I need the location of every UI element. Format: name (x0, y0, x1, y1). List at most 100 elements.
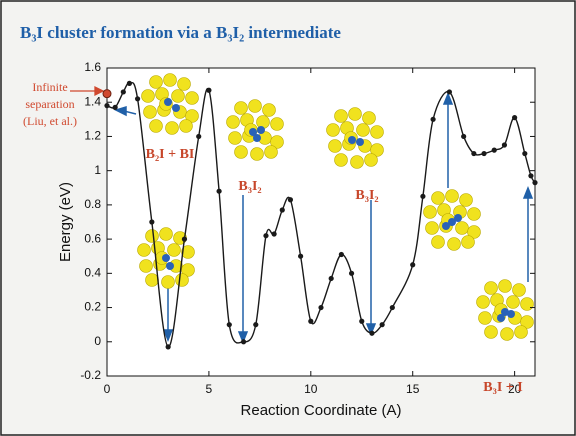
data-point (272, 231, 277, 236)
atom (164, 98, 172, 106)
atom (265, 146, 278, 159)
x-axis-label: Reaction Coordinate (A) (241, 402, 402, 419)
data-point (182, 237, 187, 242)
atom (172, 104, 180, 112)
atom (460, 194, 473, 207)
data-point (492, 148, 497, 153)
atom (485, 326, 498, 339)
data-point (253, 322, 258, 327)
atom (140, 260, 153, 273)
atom (235, 146, 248, 159)
atom (164, 74, 177, 87)
atom (172, 90, 185, 103)
data-point (227, 322, 232, 327)
data-point (410, 262, 415, 267)
atom (160, 228, 173, 241)
atom (168, 244, 181, 257)
atom (462, 236, 475, 249)
y-tick-label: 1 (94, 163, 101, 177)
data-point (502, 142, 507, 147)
data-point (288, 197, 293, 202)
page: {"chart_data": { "type": "line", "title"… (0, 0, 576, 436)
atom (263, 104, 276, 117)
atom (454, 214, 462, 222)
y-tick-label: 0 (94, 334, 101, 348)
atom (432, 192, 445, 205)
atom (365, 154, 378, 167)
data-point (308, 319, 313, 324)
data-point (166, 344, 171, 349)
data-point (121, 89, 126, 94)
atom (162, 254, 170, 262)
data-point (369, 331, 374, 336)
atom (186, 92, 199, 105)
x-tick-label: 15 (406, 382, 420, 396)
data-point (127, 81, 132, 86)
atom (327, 124, 340, 137)
data-point (329, 276, 334, 281)
data-point (430, 117, 435, 122)
atom (235, 102, 248, 115)
data-point (216, 189, 221, 194)
data-point (528, 173, 533, 178)
data-point (447, 89, 452, 94)
data-point (113, 105, 118, 110)
atom (521, 298, 534, 311)
atom (166, 122, 179, 135)
data-point (263, 233, 268, 238)
atom (446, 190, 459, 203)
atom (348, 136, 356, 144)
data-point (339, 252, 344, 257)
atom (335, 110, 348, 123)
y-tick-label: 1.4 (84, 94, 101, 108)
atom (257, 126, 265, 134)
state-label: B₂I + BI (146, 147, 195, 162)
reference-point (103, 90, 111, 98)
atom (477, 296, 490, 309)
atom (166, 262, 174, 270)
data-point (471, 151, 476, 156)
atom (271, 118, 284, 131)
chart-title: B₃I cluster formation via a B₃I₂ interme… (20, 23, 341, 42)
atom (497, 314, 505, 322)
state-label: B₃I₂ (355, 188, 378, 203)
data-point (390, 305, 395, 310)
atom (485, 282, 498, 295)
atom (356, 138, 364, 146)
atom (146, 230, 159, 243)
atom (176, 274, 189, 287)
data-point (298, 254, 303, 259)
data-point (280, 207, 285, 212)
atom (146, 274, 159, 287)
data-point (149, 219, 154, 224)
atom (150, 120, 163, 133)
atom (162, 276, 175, 289)
y-tick-label: 0.6 (84, 231, 101, 245)
y-axis-label: Energy (eV) (57, 182, 74, 262)
x-tick-label: 0 (104, 382, 111, 396)
reference-label: separation (25, 97, 74, 111)
atom (442, 222, 450, 230)
atom (335, 154, 348, 167)
x-tick-label: 5 (206, 382, 213, 396)
data-point (241, 339, 246, 344)
atom (251, 148, 264, 161)
data-point (359, 319, 364, 324)
atom (249, 100, 262, 113)
atom (432, 236, 445, 249)
y-tick-label: 0.8 (84, 197, 101, 211)
atom (229, 132, 242, 145)
atom (142, 90, 155, 103)
atom (426, 222, 439, 235)
state-label: B₃I + I (483, 380, 522, 395)
atom (227, 116, 240, 129)
atom (349, 108, 362, 121)
atom (479, 312, 492, 325)
atom (371, 126, 384, 139)
atom (499, 280, 512, 293)
state-label: B₃I₂ (238, 179, 261, 194)
atom (513, 284, 526, 297)
data-point (481, 151, 486, 156)
data-point (135, 96, 140, 101)
atom (178, 78, 191, 91)
